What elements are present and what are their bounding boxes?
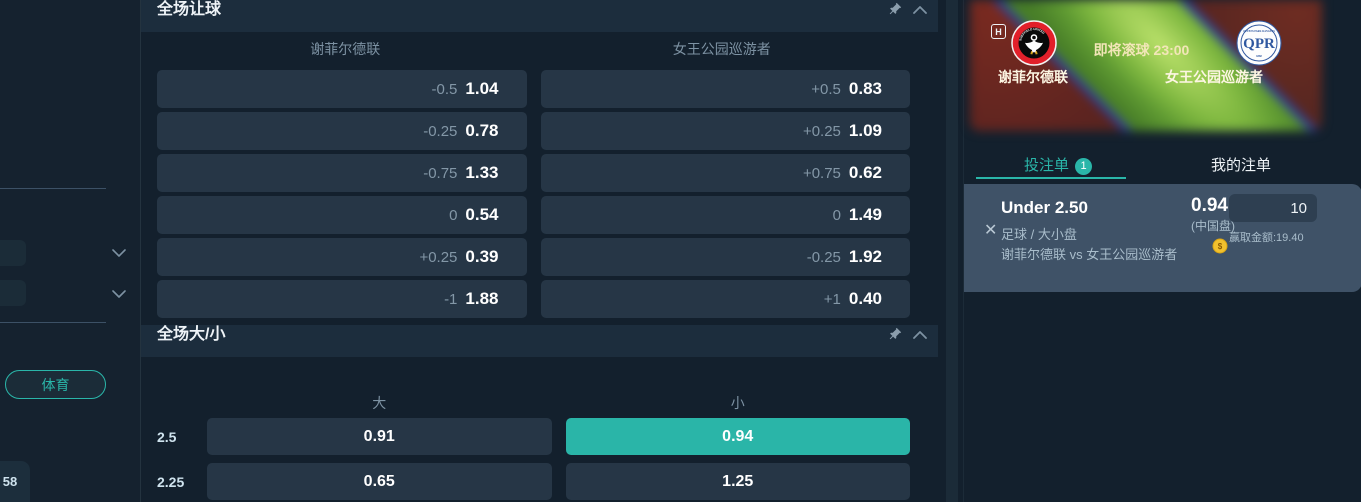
svg-text:$: $ bbox=[1218, 242, 1223, 251]
svg-text:QUEENS PARK RANGERS: QUEENS PARK RANGERS bbox=[1243, 30, 1275, 33]
